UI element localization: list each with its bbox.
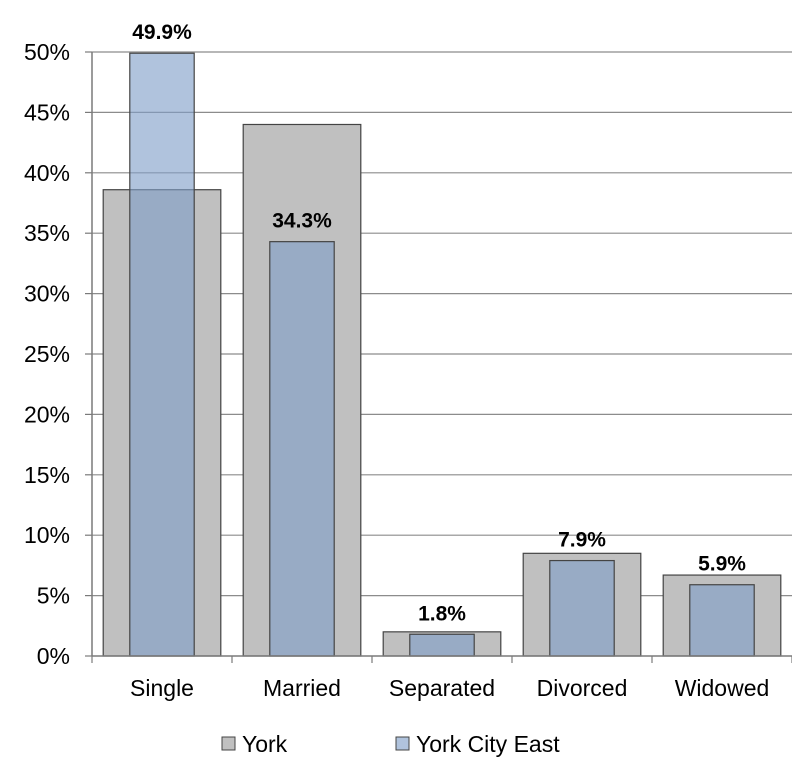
legend-swatch	[221, 736, 236, 751]
y-tick-label: 20%	[24, 401, 70, 427]
x-category-label: Married	[263, 675, 341, 701]
data-label: 5.9%	[698, 553, 746, 576]
axes: 0% 5% 10% 15% 20% 25% 30% 35% 40% 45% 50% Single Mar…	[24, 39, 792, 701]
bar-york-city-east	[409, 633, 475, 657]
y-tick-label: 5%	[37, 583, 70, 609]
y-tick-label: 10%	[24, 522, 70, 548]
bars	[102, 52, 782, 657]
bar-york-city-east	[129, 52, 195, 657]
bar-york-city-east	[549, 559, 615, 657]
data-labels: 49.9% 34.3% 1.8% 7.9% 5.9%	[132, 21, 746, 625]
data-label: 1.8%	[418, 602, 466, 625]
y-tick-label: 35%	[24, 220, 70, 246]
x-category-label: Separated	[389, 675, 495, 701]
legend: York York City East	[221, 731, 560, 757]
data-label: 34.3%	[272, 210, 332, 233]
legend-item: York City East	[395, 731, 560, 757]
bar-york-city-east	[689, 584, 755, 657]
data-label: 7.9%	[558, 529, 606, 552]
legend-item: York	[221, 731, 288, 757]
bar-york-city-east	[269, 241, 335, 657]
y-tick-label: 0%	[37, 643, 70, 669]
data-label: 49.9%	[132, 21, 192, 44]
y-tick-label: 25%	[24, 341, 70, 367]
x-category-label: Single	[130, 675, 194, 701]
legend-swatch	[395, 736, 410, 751]
y-tick-label: 40%	[24, 160, 70, 186]
y-tick-label: 50%	[24, 39, 70, 65]
y-tick-label: 45%	[24, 99, 70, 125]
x-category-label: Widowed	[675, 675, 770, 701]
y-tick-label: 30%	[24, 281, 70, 307]
x-category-label: Divorced	[537, 675, 628, 701]
y-tick-label: 15%	[24, 462, 70, 488]
legend-label: York	[242, 731, 288, 757]
legend-label: York City East	[416, 731, 560, 757]
